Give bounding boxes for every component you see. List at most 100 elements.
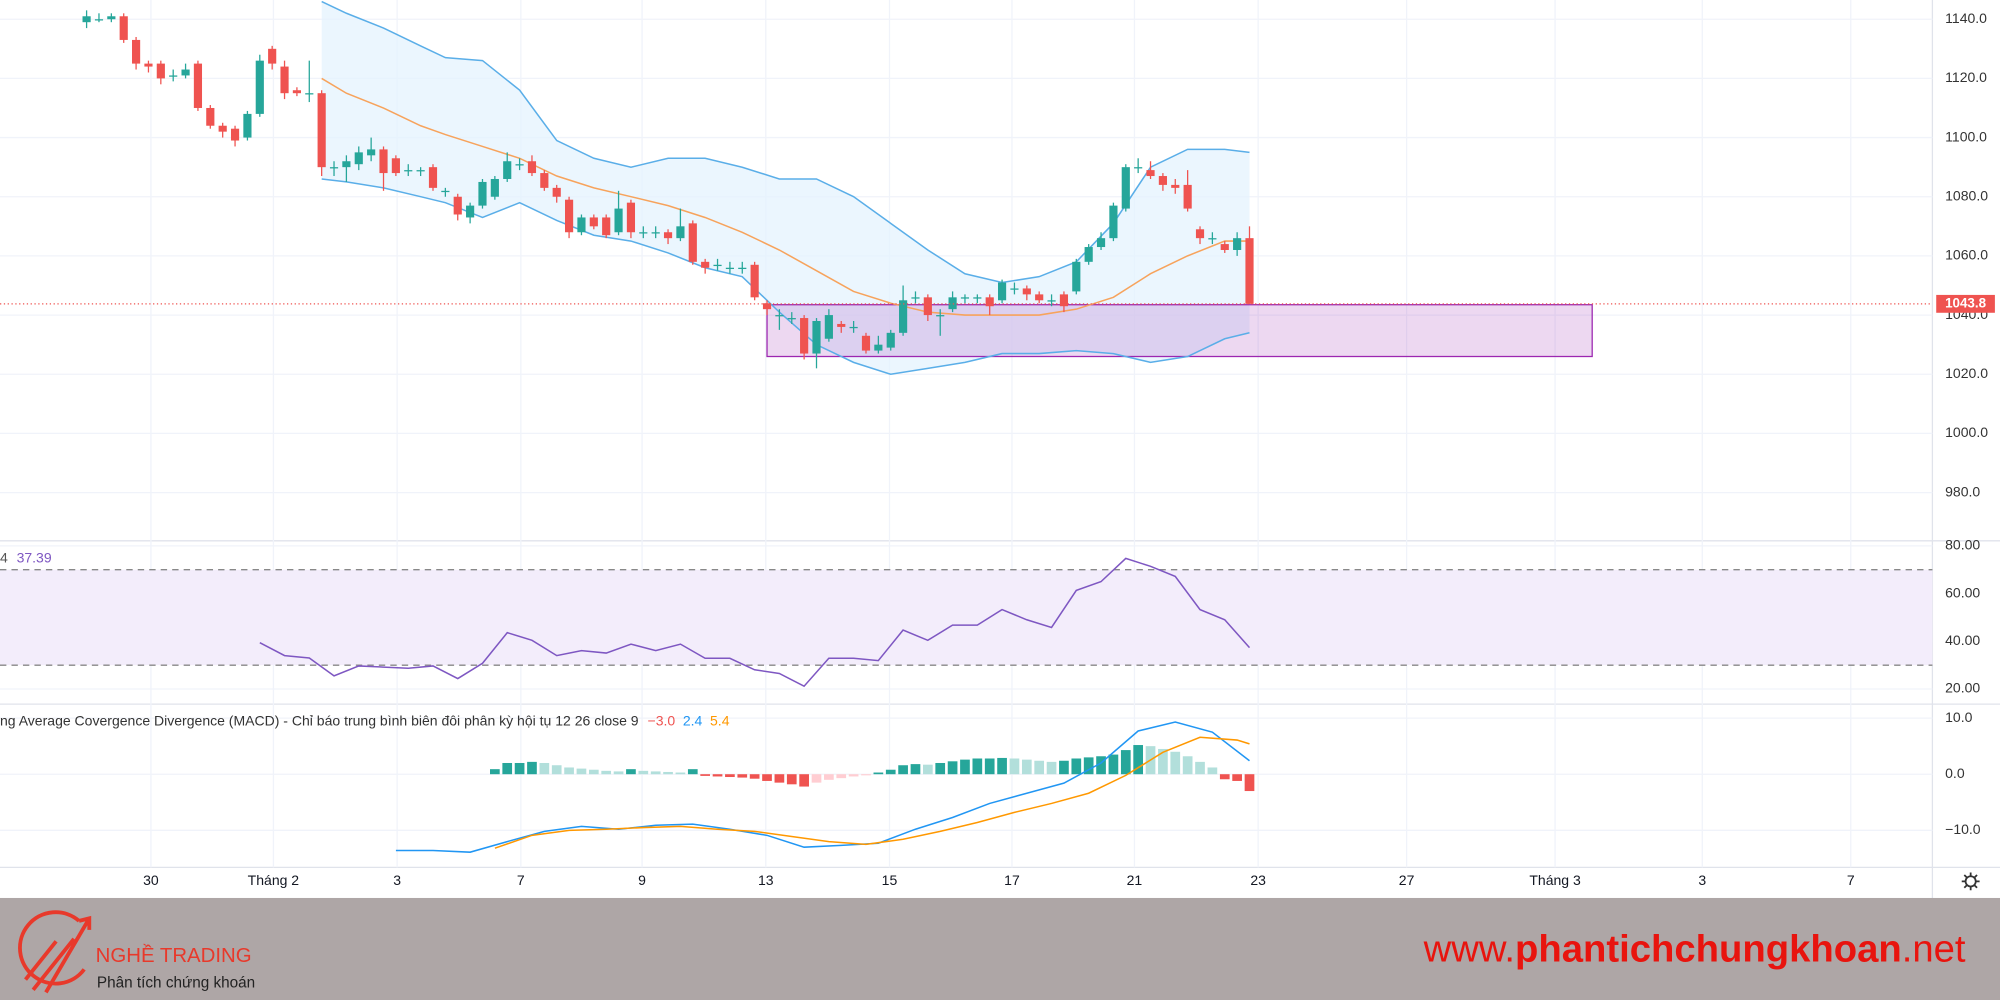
candle-body [490,178,499,197]
histogram-bar [848,774,859,777]
candle-body [936,315,945,317]
logo-ring [18,910,86,986]
rsi-band [0,569,1933,666]
candle-body [861,335,871,351]
histogram-bar [923,764,933,775]
y-tick-label: 40.00 [1945,632,1980,648]
candle-body [181,69,190,76]
candle-body [1072,261,1081,292]
x-tick-label: 17 [1004,872,1020,888]
url-part: .net [1902,928,1966,971]
candle-body [849,326,858,329]
y-tick-label: 1140.0 [1945,10,1987,26]
histogram-bar [1195,761,1205,775]
settings-icon[interactable] [1961,872,1980,891]
footer-bg [0,897,2000,1000]
histogram-bar [762,774,772,781]
candle-body [243,113,252,138]
x-tick-label: 3 [393,872,401,888]
website: www.phantichchungkhoan.net [1423,928,1966,971]
y-tick-label: 1080.0 [1945,187,1988,203]
histogram-bar [626,769,636,775]
candle-body [144,63,153,67]
histogram-bar [1170,751,1181,775]
candle-body [107,16,116,20]
histogram-bar [997,757,1007,775]
brand: NGHỀ TRADING [96,944,252,967]
candle-body [1121,167,1130,209]
histogram-bar [1083,757,1094,775]
price-label-bg [1936,294,1995,313]
legend-text: ng Average Covergence Divergence (MACD) … [0,713,639,729]
histogram-bar [774,774,785,783]
candle-body [280,66,289,94]
candle-body [775,315,784,317]
y-tick-label: 0.0 [1945,765,1965,781]
candle-body [824,315,833,339]
legend-text: 4 [0,549,8,565]
gear-teeth[interactable] [1961,872,1980,891]
histogram-bar [861,774,871,776]
histogram-bar [824,774,834,780]
candle-body [564,199,574,233]
histogram-bar [514,762,525,775]
candle-body [676,226,685,239]
candle-body [602,217,611,236]
candle-body [1158,176,1167,185]
histogram-bar [1009,758,1020,775]
histogram-bar [539,762,550,775]
price-label: 1043.8 [1945,295,1986,310]
candle-body [1171,184,1180,188]
candle-body [948,297,957,310]
macd-line [494,736,1250,849]
plot-area: 30 Tháng 2 3 7 9 13 15 17 21 23 27 Tháng 3 3 7 980.0 10… [0,0,2000,898]
candle-body [1047,300,1056,302]
x-tick-label: 23 [1250,872,1266,888]
histogram-bar [1096,756,1106,775]
rsi-line [259,557,1251,688]
candle-body [255,60,264,114]
logo-arrows [24,915,92,994]
histogram-bar [786,774,797,785]
candle-body [94,19,104,21]
candle-body [1096,238,1106,248]
candle-body [206,107,215,126]
candle-body [441,190,450,193]
histogram-bar [527,761,537,775]
histogram-bar [885,769,896,775]
candle-body [874,344,883,351]
band-fill [321,1,1250,375]
candle-body [132,39,141,64]
histogram-bar [873,772,884,775]
candle-body [725,267,734,270]
x-tick-label: Tháng 2 [248,872,300,888]
histogram-bar [935,762,946,775]
x-tick-label: 3 [1698,872,1706,888]
histogram-bar [1158,748,1168,775]
candle-body [218,125,227,132]
y-tick-label: 80.00 [1945,537,1980,553]
candle-body [800,318,809,354]
candle-body [1035,294,1044,301]
histogram-bar [898,765,908,775]
histogram-bar [663,771,673,775]
candle-body [540,173,549,188]
histogram-bar [1219,774,1230,780]
gear-core[interactable] [1964,875,1977,888]
x-tick-label: 7 [1847,872,1855,888]
y-tick-label: 1000.0 [1945,424,1988,440]
histogram-bar [1034,760,1045,775]
histogram-bar [1182,756,1193,775]
candle-body [837,323,846,327]
url-part: www. [1423,928,1515,971]
candle-body [379,149,388,174]
x-tick-label: 30 [143,872,159,888]
histogram-bar [650,771,661,775]
histogram-bar [638,770,649,775]
histogram-bar [1021,759,1032,775]
y-tick-label: −10.0 [1945,821,1981,837]
candle-body [1233,238,1242,250]
candle-body [1010,288,1019,290]
tagline: Phân tích chứng khoán [97,974,255,991]
candle-body [688,223,697,262]
